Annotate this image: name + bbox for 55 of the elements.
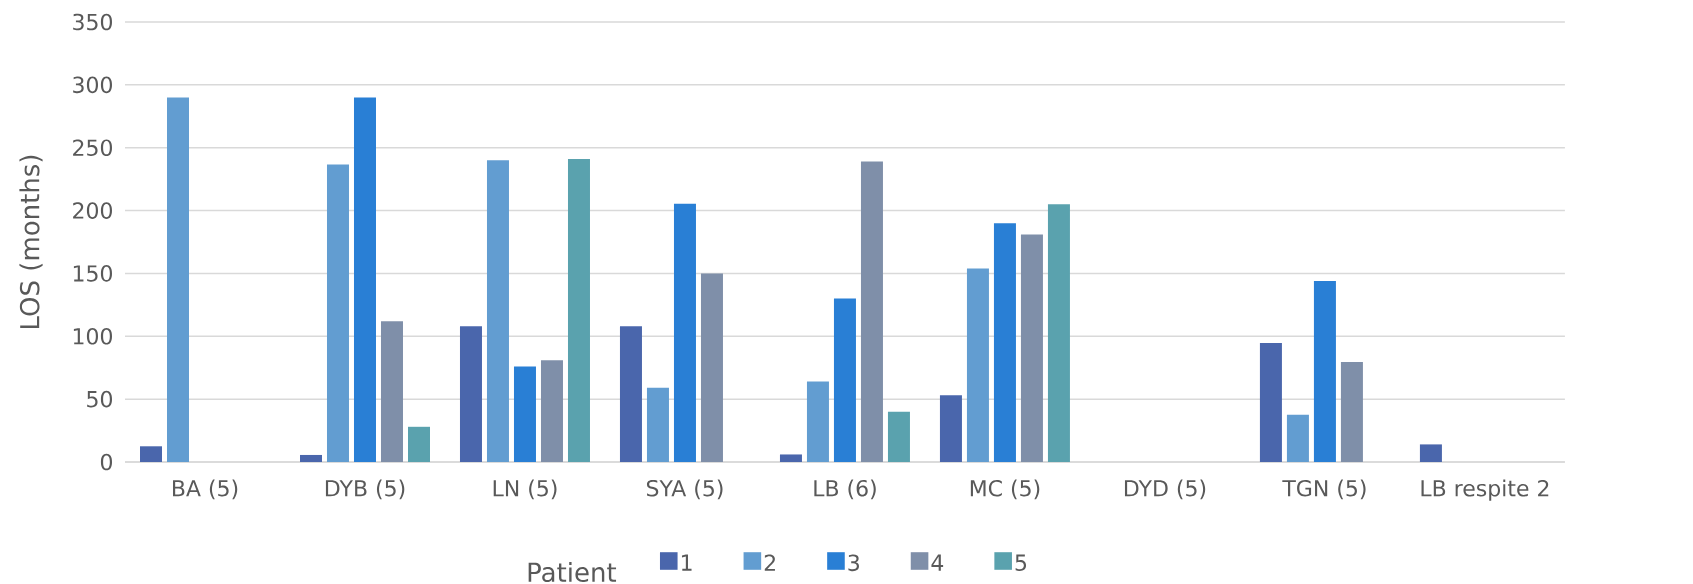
x-tick-label: LB respite 2 — [1421, 479, 1549, 501]
legend-label: 1 — [681, 554, 692, 571]
bar — [993, 223, 1016, 462]
bar — [299, 454, 322, 462]
bar — [1419, 444, 1442, 462]
y-tick-label: 200 — [73, 202, 112, 219]
y-axis-title: LOS (months) — [19, 155, 43, 328]
x-tick-label: LN (5) — [493, 479, 557, 500]
x-axis-title: Patient — [528, 561, 617, 583]
bar — [353, 97, 376, 462]
legend-label: 2 — [764, 554, 775, 571]
bar — [646, 387, 669, 462]
bar — [779, 454, 802, 462]
bar — [486, 160, 509, 462]
y-tick-label: 300 — [73, 76, 112, 94]
bar — [459, 326, 482, 462]
y-tick-label: 350 — [73, 13, 112, 31]
bar — [1047, 204, 1070, 462]
bar — [167, 97, 189, 462]
y-tick-label: 0 — [100, 453, 113, 471]
x-tick-label: SYA (5) — [646, 479, 723, 500]
x-tick-label: MC (5) — [970, 479, 1040, 500]
x-tick-label: DYD (5) — [1124, 479, 1206, 500]
y-tick-label: 100 — [73, 327, 112, 345]
legend-label: 5 — [1015, 554, 1027, 571]
bar — [619, 326, 642, 462]
bar — [673, 203, 696, 462]
x-tick-label: TGN (5) — [1282, 479, 1366, 500]
legend-label: 3 — [848, 554, 859, 572]
bar — [1313, 280, 1336, 462]
bar — [380, 321, 403, 462]
bar — [806, 381, 829, 462]
x-tick-label: BA (5) — [173, 479, 238, 500]
bar — [700, 273, 723, 462]
bar — [140, 446, 162, 462]
bar — [513, 366, 536, 462]
x-tick-label: DYB (5) — [325, 479, 405, 500]
bar — [1340, 362, 1363, 462]
bar — [860, 161, 883, 462]
bar — [1259, 343, 1282, 462]
bar — [540, 360, 563, 462]
bar — [326, 164, 349, 462]
y-tick-label: 150 — [73, 265, 112, 282]
legend-label: 4 — [931, 554, 944, 571]
bar — [567, 159, 590, 462]
y-tick-label: 250 — [73, 139, 112, 157]
y-tick-label: 50 — [87, 390, 112, 408]
bar — [833, 298, 856, 462]
bar — [1020, 234, 1043, 462]
bar — [939, 395, 962, 462]
x-tick-label: LB (6) — [814, 479, 876, 500]
bar — [1286, 414, 1309, 462]
bar — [407, 426, 430, 462]
bar — [966, 268, 989, 462]
bar — [887, 411, 910, 462]
